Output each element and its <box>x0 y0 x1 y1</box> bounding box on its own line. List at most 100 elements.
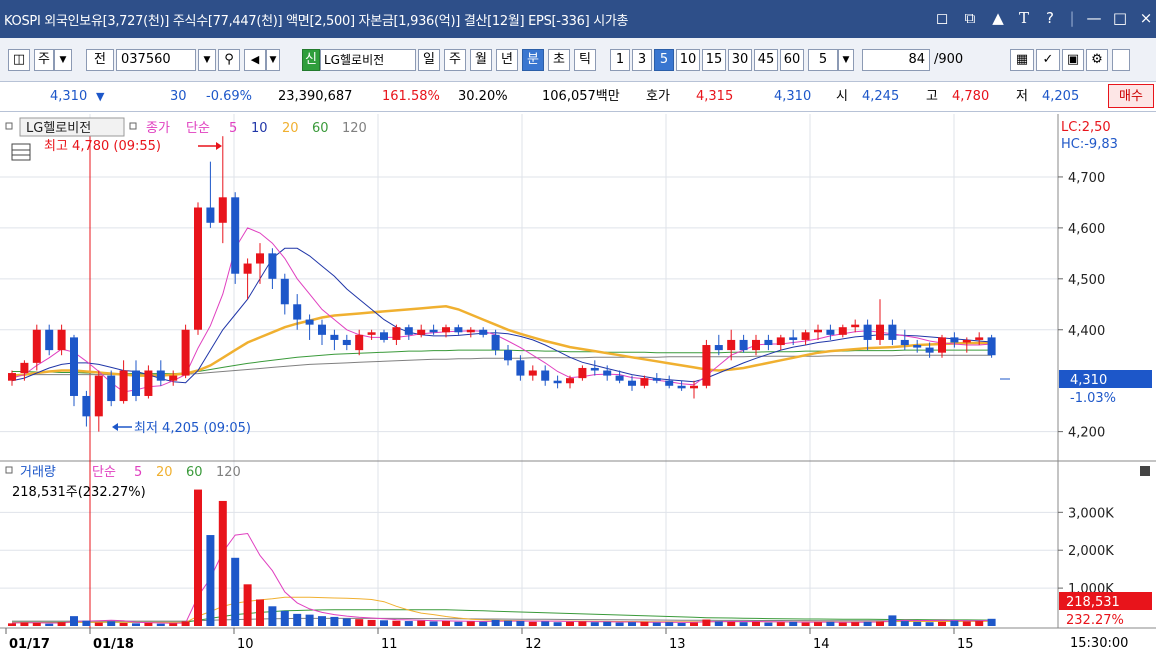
volume-bar <box>888 615 897 626</box>
volume-bar <box>132 623 140 626</box>
title-bar: KOSPI 외국인보유[3,727(천)] 주식수[77,447(천)] 액면[… <box>0 0 1156 38</box>
trade-amount: 106,057백만 <box>542 89 620 104</box>
option-checkbox[interactable] <box>1112 49 1130 71</box>
candle-body <box>194 207 202 330</box>
save-icon[interactable]: ▣ <box>1062 49 1084 71</box>
chart-type-icon[interactable]: ▦ <box>1010 49 1034 71</box>
volume-bar <box>863 621 872 626</box>
candle-body <box>429 329 438 333</box>
buy-button[interactable]: 매수 <box>1108 84 1154 108</box>
volume-pane-icon[interactable] <box>5 466 13 474</box>
prev-stock-icon[interactable]: ◀ <box>244 49 266 71</box>
candle-body <box>367 332 376 335</box>
data-table-icon[interactable] <box>11 143 31 161</box>
separator-icon: | <box>1069 9 1075 27</box>
period-second-button[interactable]: 초 <box>548 49 570 71</box>
candle-count-input[interactable]: 84 <box>862 49 930 71</box>
volume-bar <box>962 621 971 626</box>
new-window-icon[interactable]: ⧉ <box>964 9 976 27</box>
volume-bar <box>429 621 438 626</box>
volume-bar <box>442 621 450 626</box>
volume-bar <box>826 621 835 626</box>
stock-name-label-box[interactable] <box>19 117 125 137</box>
current-price: 4,310 <box>50 89 88 104</box>
candle-body <box>528 370 537 376</box>
volume-tick-label: 2,000K <box>1068 544 1114 559</box>
candle-body <box>479 329 488 335</box>
minimize-icon[interactable]: — <box>1086 9 1102 27</box>
candle-body <box>156 370 165 381</box>
volume-bar <box>900 621 909 626</box>
vol-ma60-legend: 60 <box>186 465 203 480</box>
ma60-legend: 60 <box>312 121 329 136</box>
font-icon[interactable]: T <box>1018 9 1029 27</box>
close-icon[interactable]: × <box>1139 9 1153 27</box>
volume-bar <box>380 620 388 626</box>
volume-bar <box>231 557 240 626</box>
interval-30-button[interactable]: 30 <box>728 49 752 71</box>
interval-5-button[interactable]: 5 <box>654 49 674 71</box>
volume-bar <box>330 616 339 626</box>
interval-1-button[interactable]: 1 <box>610 49 630 71</box>
pane-maximize-icon[interactable] <box>1140 466 1150 476</box>
period-yearly-button[interactable]: 년 <box>496 49 518 71</box>
history-dropdown-icon[interactable]: ▼ <box>266 49 280 71</box>
volume-bar <box>82 620 91 626</box>
market-dropdown-icon[interactable]: ▼ <box>54 49 72 71</box>
interval-10-button[interactable]: 10 <box>676 49 700 71</box>
candle-body <box>677 385 686 389</box>
period-tick-button[interactable]: 틱 <box>574 49 596 71</box>
candle-body <box>752 339 760 351</box>
interval-60-button[interactable]: 60 <box>780 49 804 71</box>
vol-ma120-legend: 120 <box>216 465 241 480</box>
scope-button[interactable]: 전 <box>86 49 114 71</box>
market-select[interactable]: 주 <box>34 49 54 71</box>
candle-body <box>801 332 810 340</box>
interval-45-button[interactable]: 45 <box>754 49 778 71</box>
help-icon[interactable]: ? <box>1046 9 1054 27</box>
candle-body <box>925 347 934 353</box>
period-minute-button[interactable]: 분 <box>522 49 544 71</box>
candle-body <box>119 370 128 402</box>
price-tick-label: 4,600 <box>1068 222 1105 237</box>
volume-bar <box>342 618 351 626</box>
volume-bar <box>838 622 847 626</box>
search-icon[interactable]: ⚲ <box>218 49 240 71</box>
candle-body <box>404 327 413 335</box>
code-dropdown-icon[interactable]: ▼ <box>198 49 216 71</box>
stock-code-input[interactable]: 037560 <box>116 49 196 71</box>
interval-dropdown-icon[interactable]: ▼ <box>838 49 854 71</box>
interval-3-button[interactable]: 3 <box>632 49 652 71</box>
settings-gear-icon[interactable]: ⚙ <box>1086 49 1108 71</box>
layout-icon[interactable]: ◫ <box>8 49 30 71</box>
period-monthly-button[interactable]: 월 <box>470 49 492 71</box>
time-axis-ticks: 01/17 01/18 10 11 12 13 14 15 <box>5 628 974 652</box>
candle-body <box>218 197 227 223</box>
pin-icon[interactable]: ▲ <box>992 9 1004 27</box>
time-tick-label: 15 <box>957 637 974 652</box>
volume-bar <box>739 622 748 626</box>
volume-bar <box>268 606 277 626</box>
volume-bar <box>640 621 649 626</box>
volume-bar <box>628 622 636 626</box>
volume-bar <box>318 616 326 626</box>
volume-bar <box>218 500 227 626</box>
candle-body <box>838 327 847 335</box>
interval-input[interactable]: 5 <box>808 49 838 71</box>
volume-bar <box>801 622 810 626</box>
interval-15-button[interactable]: 15 <box>702 49 726 71</box>
price-pane-icon[interactable] <box>5 122 13 130</box>
volume-bar <box>355 619 364 626</box>
period-weekly-button[interactable]: 주 <box>444 49 466 71</box>
candle-body <box>466 329 475 333</box>
window-restore-icon[interactable]: ◻ <box>932 8 952 28</box>
price-tick-label: 4,200 <box>1068 426 1105 441</box>
ma5-legend: 5 <box>229 121 237 136</box>
draw-tool-icon[interactable]: ✓ <box>1036 49 1060 71</box>
maximize-icon[interactable]: □ <box>1112 9 1128 27</box>
candle-body <box>256 253 264 264</box>
candle-body <box>280 278 289 305</box>
vol-ma5-legend: 5 <box>134 465 142 480</box>
period-daily-button[interactable]: 일 <box>418 49 440 71</box>
candle-body <box>962 339 971 343</box>
